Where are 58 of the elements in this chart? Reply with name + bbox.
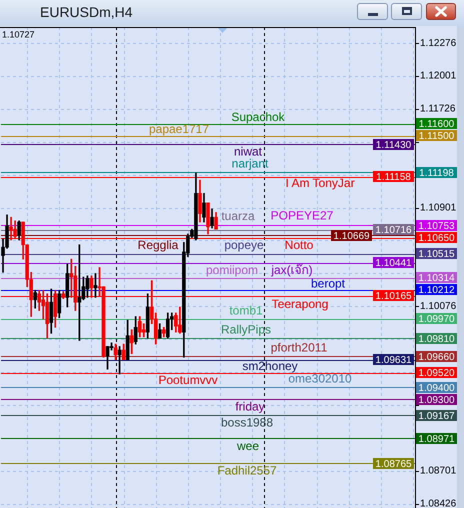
ref-line-label: Notto	[284, 238, 314, 252]
ref-line-label: sm2honey	[242, 358, 298, 373]
text: 1.10314	[418, 272, 456, 284]
y-tick-label: 1.12001	[420, 70, 457, 82]
annotation: 1.10441	[375, 258, 412, 269]
text: 1.09660	[418, 352, 456, 363]
ref-line-label: pforth2011	[270, 340, 328, 354]
ref-line-label: tuarza	[221, 209, 255, 224]
ref-line-label: Pootumvvv	[158, 373, 218, 388]
annotation: 1.10165	[375, 290, 412, 302]
y-tick-label: 1.10901	[420, 202, 457, 214]
ref-line-label: ome302010	[288, 371, 352, 386]
ref-line-label: jax(เจ๊ก)	[270, 262, 313, 277]
ref-line-label: tomb1	[229, 303, 263, 318]
ref-line-label: friday	[235, 399, 265, 414]
y-tick-label: 1.10076	[420, 301, 457, 312]
ref-line-label: RallyPips	[220, 322, 272, 336]
ref-line-label: niwat	[234, 144, 263, 159]
chart-title: EURUSDm,H4	[40, 4, 133, 21]
text: 1.09300	[418, 394, 456, 406]
ref-line-label: boss1988	[220, 415, 274, 430]
ref-line-label: papae1717	[148, 122, 210, 136]
ref-line-label: I Am TonyJar	[285, 176, 355, 190]
text: 1.09970	[418, 314, 456, 325]
annotation: 1.10669	[333, 230, 370, 242]
text: 1.09810	[418, 334, 456, 345]
text: 1.09400	[418, 382, 456, 394]
text: 1.09520	[418, 368, 456, 379]
candlestick	[94, 273, 98, 298]
text: 1.10515	[418, 248, 456, 260]
text: 1.10753	[418, 220, 456, 232]
text: 1.10212	[418, 284, 456, 296]
ref-line-label: pomiipom	[206, 263, 258, 278]
ref-line-label: Supachok	[231, 110, 286, 124]
annotation: 1.10727	[2, 29, 35, 40]
ref-line-label: Fadhil2557	[217, 463, 278, 478]
ref-line-label: wee	[236, 438, 260, 453]
ref-line-label: narjant	[232, 156, 270, 170]
ref-line-label: beropt	[310, 276, 346, 290]
ref-line-label: POPEYE27	[270, 208, 334, 223]
y-tick-label: 1.08701	[420, 466, 457, 477]
annotation: 1.11430	[376, 140, 412, 151]
y-tick-label: 1.12276	[420, 38, 457, 49]
annotation: 1.10716	[375, 224, 412, 236]
text: 1.11500	[418, 130, 455, 142]
y-tick-label: 1.08426	[420, 498, 457, 508]
annotation: 1.08765	[375, 458, 412, 470]
text: 1.09167	[418, 410, 456, 422]
text: 1.11600	[418, 118, 455, 130]
ref-line-label: Teerapong	[272, 296, 328, 311]
ref-line-label: popeye	[224, 238, 264, 252]
text: 1.11198	[419, 168, 454, 179]
ref-line-label: Regglia	[138, 238, 179, 252]
annotation: 1.09631	[375, 354, 412, 366]
text: 1.10650	[418, 232, 456, 244]
y-tick-label: 1.11726	[420, 104, 456, 115]
text: 1.08971	[418, 434, 456, 445]
annotation: 1.11158	[376, 172, 412, 183]
